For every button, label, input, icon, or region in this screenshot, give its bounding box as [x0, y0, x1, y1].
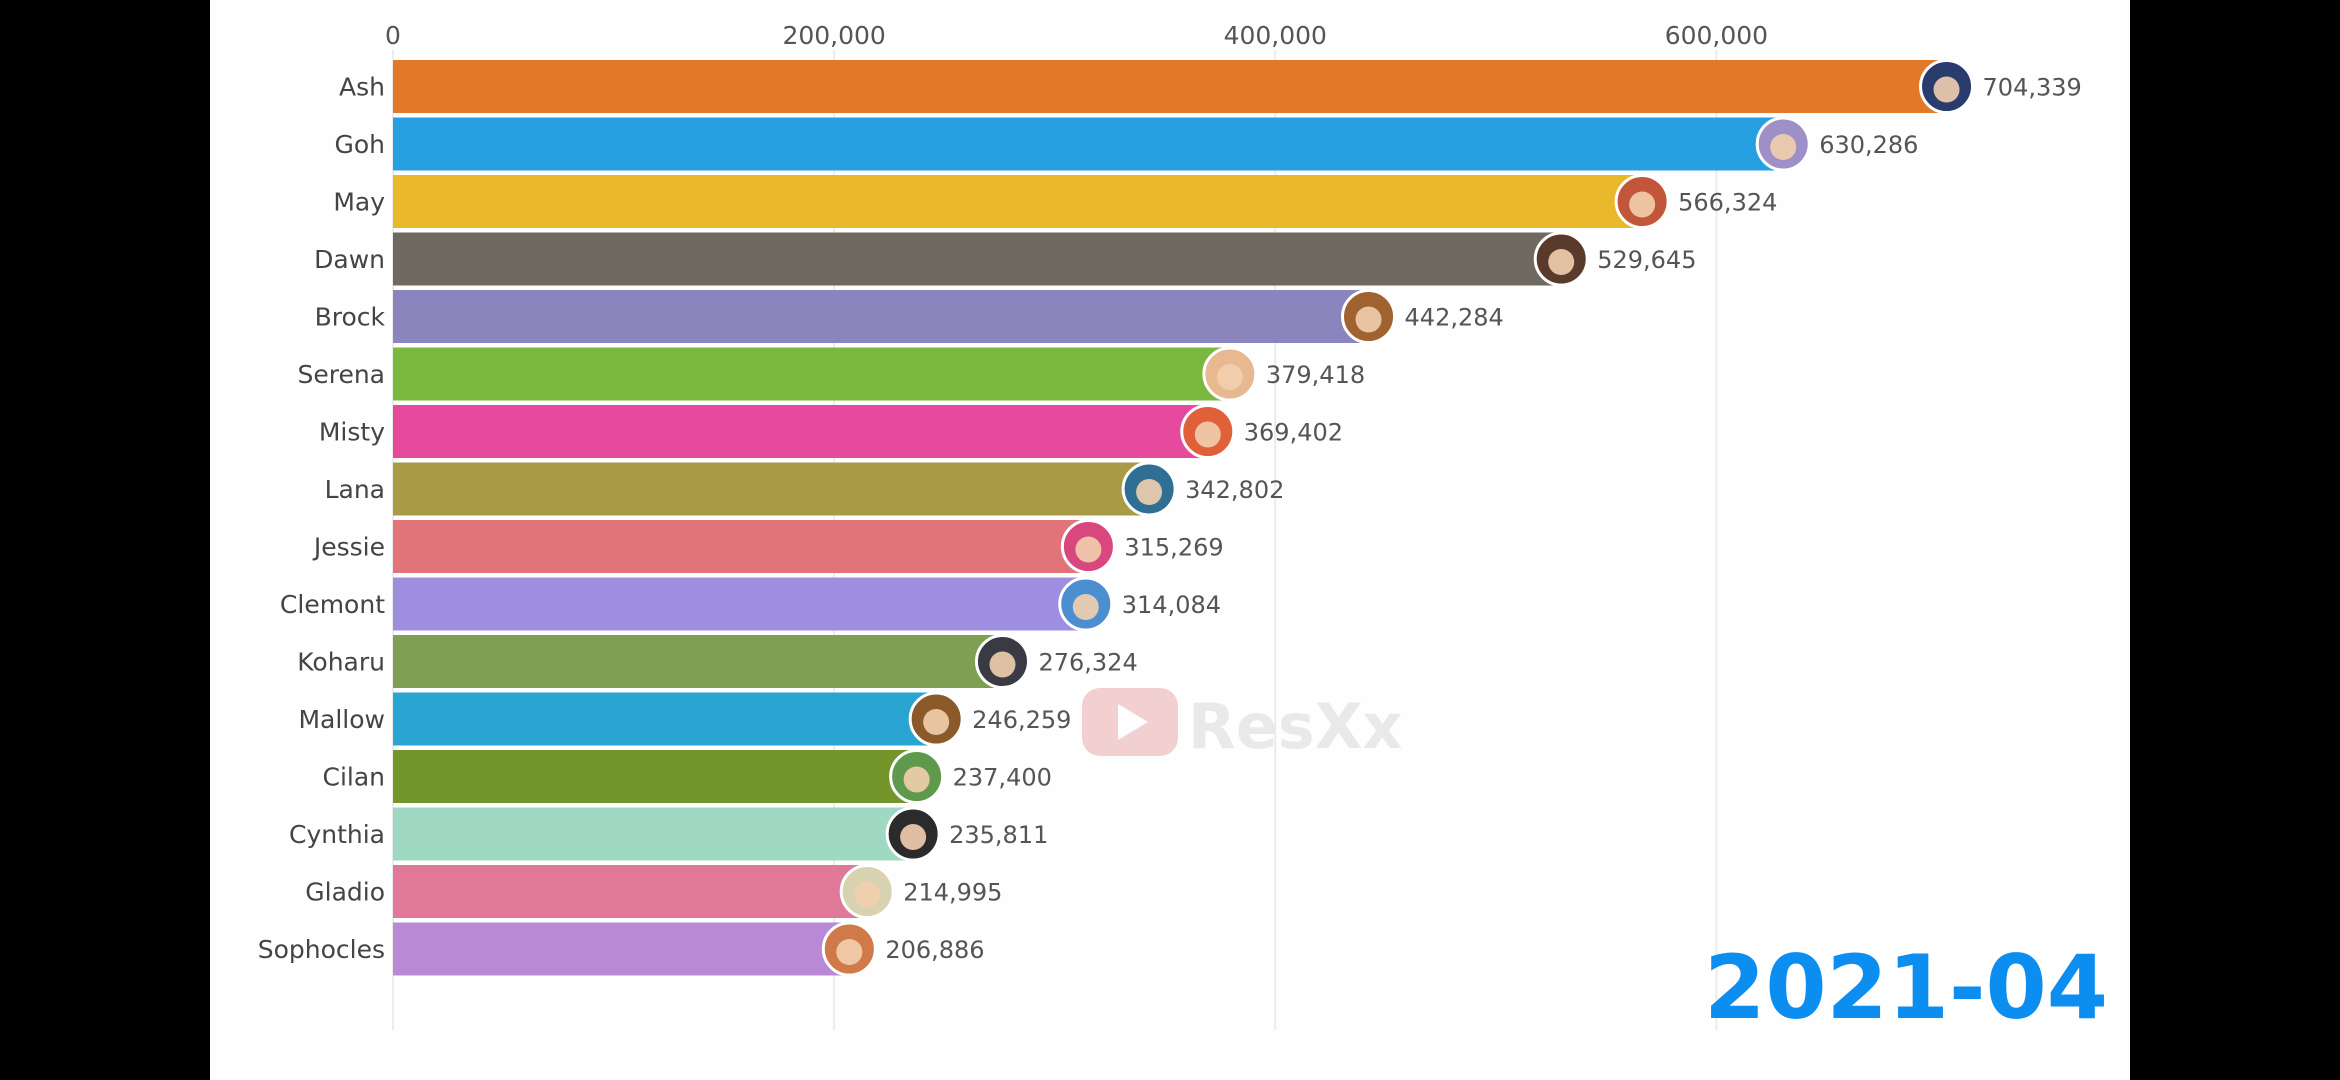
value-label: 314,084	[1122, 591, 1221, 619]
category-label: Sophocles	[258, 935, 385, 964]
category-label: Koharu	[297, 648, 385, 677]
category-label: May	[333, 188, 385, 217]
bar-group: Goh 630,286	[334, 116, 1918, 172]
value-label: 442,284	[1405, 304, 1504, 332]
bar	[393, 117, 1784, 171]
avatar-face	[1075, 536, 1102, 563]
watermark: ResXx	[1082, 688, 1403, 763]
value-label: 315,269	[1124, 534, 1223, 562]
bar-group: Lana 342,802	[325, 461, 1284, 517]
category-label: Goh	[334, 130, 385, 159]
avatar-face	[1629, 191, 1656, 218]
avatar-face	[900, 824, 927, 850]
value-label: 630,286	[1819, 131, 1918, 159]
avatar-face	[1933, 76, 1960, 103]
category-label: Misty	[319, 418, 385, 447]
avatar-face	[923, 709, 950, 735]
bar	[393, 232, 1562, 286]
avatar-face	[903, 766, 930, 793]
value-label: 566,324	[1678, 189, 1777, 217]
avatar-face	[1216, 364, 1243, 390]
bar-group: Sophocles 206,886	[258, 921, 985, 977]
category-label: Jessie	[312, 533, 385, 562]
bar-group: Misty 369,402	[319, 404, 1343, 459]
value-label: 369,402	[1244, 419, 1343, 447]
bar	[393, 405, 1208, 458]
bar-group: Clemont 314,084	[280, 576, 1221, 632]
bar	[393, 462, 1150, 516]
category-label: Cynthia	[289, 820, 385, 849]
avatar-face	[989, 651, 1016, 678]
value-label: 529,645	[1597, 246, 1696, 274]
category-label: Dawn	[314, 245, 385, 274]
bar	[393, 175, 1643, 228]
x-tick-label: 600,000	[1665, 21, 1768, 50]
category-label: Lana	[325, 475, 385, 504]
bar	[393, 692, 937, 746]
category-label: Serena	[297, 360, 385, 389]
value-label: 235,811	[949, 821, 1048, 849]
value-label: 214,995	[903, 879, 1002, 907]
x-tick-label: 400,000	[1224, 21, 1327, 50]
bar	[393, 290, 1369, 343]
category-label: Ash	[339, 73, 385, 102]
value-label: 237,400	[953, 764, 1052, 792]
value-label: 246,259	[972, 706, 1071, 734]
x-tick-label: 200,000	[782, 21, 885, 50]
value-label: 704,339	[1983, 74, 2082, 102]
chart-canvas: 0 200,000 400,000 600,000 Ash 704,339 Goh 630,…	[210, 0, 2130, 1080]
avatar-face	[1136, 479, 1163, 505]
category-label: Mallow	[298, 705, 385, 734]
bar-group: Ash 704,339	[339, 59, 2082, 114]
category-label: Clemont	[280, 590, 385, 619]
bar	[393, 807, 914, 861]
bar-group: Serena 379,418	[297, 346, 1365, 402]
bar	[393, 750, 917, 803]
value-label: 379,418	[1266, 361, 1365, 389]
bar	[393, 635, 1003, 688]
watermark-text: ResXx	[1188, 690, 1403, 763]
bar-group: Gladio 214,995	[305, 864, 1002, 919]
bar-group: Cilan 237,400	[322, 749, 1052, 804]
bar	[393, 60, 1947, 113]
bar-group: May 566,324	[333, 174, 1777, 229]
avatar-face	[1548, 249, 1575, 275]
avatar-face	[854, 881, 881, 908]
bar-group: Mallow 246,259	[298, 691, 1071, 747]
x-axis-ticks: 0 200,000 400,000 600,000	[385, 21, 1768, 50]
bar-group: Brock 442,284	[315, 289, 1504, 344]
value-label: 206,886	[885, 936, 984, 964]
category-label: Brock	[315, 303, 386, 332]
bar-chart-race: 0 200,000 400,000 600,000 Ash 704,339 Goh 630,…	[258, 21, 2108, 1039]
avatar-face	[1194, 421, 1221, 448]
avatar-face	[1355, 306, 1382, 333]
bar-group: Cynthia 235,811	[289, 806, 1048, 862]
bar	[393, 922, 850, 976]
value-label: 276,324	[1038, 649, 1137, 677]
bar	[393, 347, 1230, 401]
period-label: 2021-04	[1704, 936, 2108, 1039]
avatar-face	[1770, 134, 1797, 160]
category-label: Gladio	[305, 878, 385, 907]
bar	[393, 520, 1089, 573]
avatar-face	[836, 939, 863, 965]
avatar-face	[1072, 594, 1099, 620]
bar-group: Koharu 276,324	[297, 634, 1138, 689]
bar	[393, 577, 1086, 631]
bar	[393, 865, 868, 918]
category-label: Cilan	[322, 763, 385, 792]
bar-group: Dawn 529,645	[314, 231, 1696, 287]
value-label: 342,802	[1185, 476, 1284, 504]
bars: Ash 704,339 Goh 630,286 May 566,324 Dawn 529,64…	[258, 59, 2082, 977]
bar-group: Jessie 315,269	[312, 519, 1224, 574]
x-tick-label: 0	[385, 21, 401, 50]
play-icon-triangle	[1118, 704, 1148, 740]
